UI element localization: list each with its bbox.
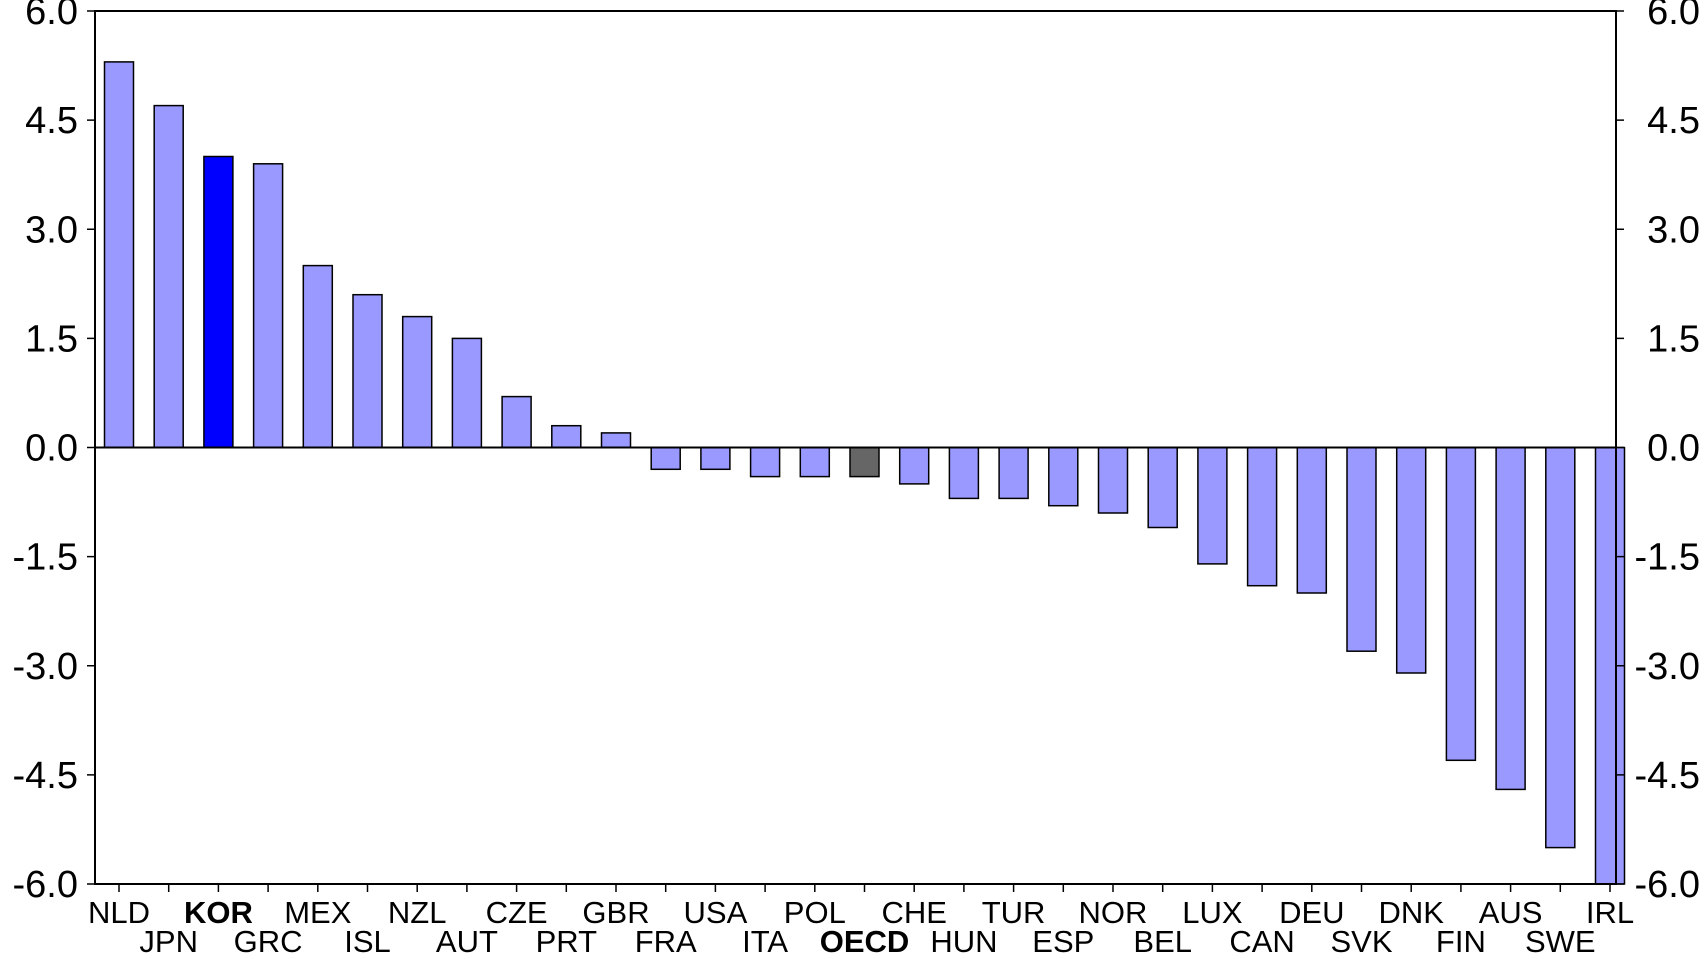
x-tick-label-bel: BEL <box>1133 924 1192 959</box>
y-tick-label-left: 3.0 <box>25 209 78 251</box>
bar-fin <box>1445 446 1477 762</box>
x-tick-label-che: CHE <box>881 895 946 930</box>
x-tick-label-pol: POL <box>784 895 846 930</box>
x-tick-label-nld: NLD <box>88 895 150 930</box>
x-tick-label-mex: MEX <box>284 895 352 930</box>
bar-lux <box>1197 446 1228 565</box>
x-tick-label-grc: GRC <box>234 924 303 959</box>
y-tick-label-right: 4.5 <box>1647 100 1700 142</box>
bar-prt <box>551 424 582 449</box>
bar-aut <box>451 337 483 449</box>
x-tick-label-can: CAN <box>1229 924 1294 959</box>
y-tick-label-left: -6.0 <box>13 864 78 906</box>
x-tick-label-dnk: DNK <box>1378 895 1444 930</box>
x-tick-label-oecd: OECD <box>820 924 910 959</box>
bar-che <box>898 446 930 485</box>
x-tick-label-aut: AUT <box>436 924 498 959</box>
x-tick-label-usa: USA <box>684 895 748 930</box>
bar-grc <box>252 163 284 449</box>
bar-dnk <box>1395 446 1427 674</box>
axes-group <box>87 10 1624 892</box>
x-tick-label-swe: SWE <box>1525 924 1596 959</box>
x-tick-label-hun: HUN <box>930 924 997 959</box>
x-tick-label-gbr: GBR <box>582 895 649 930</box>
x-tick-label-aus: AUS <box>1479 895 1543 930</box>
y-tick-label-right: -3.0 <box>1635 646 1700 688</box>
x-tick-label-deu: DEU <box>1279 895 1344 930</box>
bar-mex <box>302 264 334 449</box>
bar-jpn <box>153 104 184 449</box>
bar-gbr <box>600 432 632 449</box>
x-tick-label-ita: ITA <box>742 924 788 959</box>
y-tick-label-right: 6.0 <box>1647 0 1700 33</box>
y-tick-label-right: 1.5 <box>1647 318 1700 360</box>
x-tick-label-fin: FIN <box>1436 924 1486 959</box>
x-tick-label-cze: CZE <box>486 895 548 930</box>
bar-ita <box>749 446 781 478</box>
x-tick-label-kor: KOR <box>184 895 253 930</box>
x-tick-label-esp: ESP <box>1032 924 1094 959</box>
bar-can <box>1246 446 1278 587</box>
bar-hun <box>948 446 980 500</box>
x-tick-label-prt: PRT <box>536 924 598 959</box>
y-tick-label-right: -1.5 <box>1635 537 1700 579</box>
bar-bel <box>1147 446 1178 529</box>
bar-tur <box>998 446 1029 500</box>
bar-fra <box>650 446 681 471</box>
y-tick-label-left: -3.0 <box>13 646 78 688</box>
labels-group: 6.0 6.0 4.5 4.5 3.0 3.0 1.5 1.5 0.0 0.0 -1.5 -1.5 -3… <box>13 0 1700 959</box>
y-tick-label-right: -6.0 <box>1635 864 1700 906</box>
bar-isl <box>352 293 383 449</box>
bar-nor <box>1097 446 1129 514</box>
y-tick-label-right: 3.0 <box>1647 209 1700 251</box>
y-tick-label-left: -4.5 <box>13 755 78 797</box>
y-tick-label-left: 6.0 <box>25 0 78 33</box>
bar-nzl <box>401 315 433 449</box>
x-tick-label-tur: TUR <box>982 895 1046 930</box>
x-tick-label-irl: IRL <box>1586 895 1634 930</box>
bar-usa <box>700 446 731 471</box>
y-tick-label-left: 4.5 <box>25 100 78 142</box>
x-tick-label-nzl: NZL <box>388 895 447 930</box>
x-tick-label-svk: SVK <box>1330 924 1392 959</box>
bar-pol <box>799 446 831 478</box>
bar-swe <box>1545 446 1576 849</box>
bars-group <box>103 61 1626 885</box>
y-tick-label-left: -1.5 <box>13 537 78 579</box>
y-tick-label-right: -4.5 <box>1635 755 1700 797</box>
x-tick-label-nor: NOR <box>1079 895 1148 930</box>
bar-nld <box>103 61 135 449</box>
bar-oecd <box>849 446 880 478</box>
bar-deu <box>1296 446 1328 594</box>
bar-kor <box>203 155 234 449</box>
bar-aus <box>1495 446 1526 791</box>
x-tick-label-isl: ISL <box>344 924 391 959</box>
x-tick-label-fra: FRA <box>635 924 697 959</box>
y-tick-label-left: 0.0 <box>25 428 78 470</box>
bar-cze <box>501 395 532 449</box>
y-tick-label-left: 1.5 <box>25 318 78 360</box>
y-tick-label-right: 0.0 <box>1647 428 1700 470</box>
bar-svk <box>1346 446 1377 652</box>
x-tick-label-jpn: JPN <box>139 924 198 959</box>
x-tick-label-lux: LUX <box>1182 895 1243 930</box>
bar-esp <box>1048 446 1079 507</box>
